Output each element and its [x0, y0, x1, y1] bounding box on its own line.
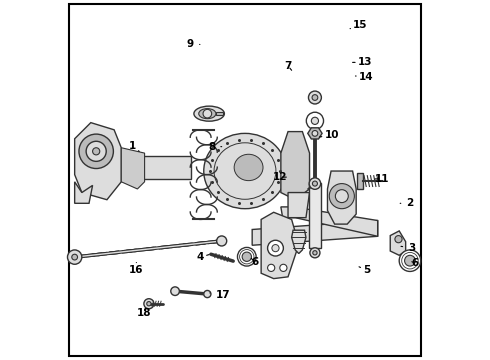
- Bar: [285, 158, 306, 176]
- Polygon shape: [122, 148, 145, 189]
- Circle shape: [68, 250, 82, 264]
- Circle shape: [335, 190, 348, 203]
- Circle shape: [313, 181, 318, 186]
- Polygon shape: [74, 123, 122, 200]
- Circle shape: [272, 244, 279, 252]
- Polygon shape: [292, 230, 306, 253]
- Circle shape: [313, 251, 317, 255]
- Text: 15: 15: [350, 20, 368, 30]
- Circle shape: [93, 148, 100, 155]
- Text: 2: 2: [400, 198, 414, 208]
- Circle shape: [79, 134, 113, 168]
- Circle shape: [268, 240, 283, 256]
- Polygon shape: [390, 231, 406, 255]
- Ellipse shape: [234, 154, 263, 181]
- Ellipse shape: [194, 106, 224, 121]
- Polygon shape: [281, 132, 310, 200]
- Circle shape: [395, 235, 402, 243]
- Ellipse shape: [199, 109, 216, 119]
- Bar: [216, 112, 223, 116]
- Polygon shape: [281, 207, 378, 236]
- Circle shape: [203, 109, 212, 118]
- Text: 5: 5: [359, 265, 370, 275]
- Circle shape: [312, 95, 318, 100]
- Polygon shape: [74, 182, 93, 203]
- Bar: [357, 173, 363, 189]
- Bar: [309, 183, 321, 248]
- Circle shape: [217, 236, 227, 246]
- Bar: [112, 156, 191, 179]
- Circle shape: [280, 264, 287, 271]
- Polygon shape: [327, 171, 356, 224]
- Polygon shape: [308, 128, 322, 139]
- Polygon shape: [288, 193, 310, 218]
- Circle shape: [147, 302, 151, 306]
- Text: 8: 8: [208, 141, 221, 152]
- Circle shape: [309, 178, 320, 189]
- Text: 9: 9: [187, 40, 200, 49]
- Text: 11: 11: [375, 174, 389, 184]
- Text: 10: 10: [319, 130, 339, 140]
- Text: 1: 1: [128, 141, 139, 151]
- Text: 3: 3: [401, 243, 416, 253]
- Circle shape: [238, 247, 256, 266]
- Circle shape: [171, 287, 179, 296]
- Circle shape: [312, 131, 318, 136]
- Circle shape: [242, 252, 251, 261]
- Circle shape: [399, 250, 421, 271]
- Circle shape: [86, 141, 106, 161]
- Circle shape: [268, 264, 275, 271]
- Text: 6: 6: [412, 258, 419, 268]
- Text: 18: 18: [137, 308, 151, 318]
- Text: 7: 7: [284, 61, 292, 71]
- Text: 13: 13: [353, 57, 372, 67]
- Polygon shape: [261, 212, 299, 279]
- Polygon shape: [252, 221, 378, 245]
- Circle shape: [72, 254, 77, 260]
- Ellipse shape: [204, 134, 286, 209]
- Text: 17: 17: [210, 291, 230, 301]
- Circle shape: [405, 255, 416, 266]
- Text: 12: 12: [272, 172, 287, 182]
- Circle shape: [311, 117, 318, 125]
- Text: 16: 16: [129, 262, 144, 275]
- Circle shape: [306, 112, 323, 130]
- Text: 4: 4: [196, 252, 209, 262]
- Circle shape: [204, 291, 211, 298]
- Circle shape: [310, 248, 320, 258]
- Text: 14: 14: [355, 72, 373, 82]
- Circle shape: [329, 184, 354, 209]
- Circle shape: [144, 299, 154, 309]
- Text: 6: 6: [251, 257, 258, 267]
- Circle shape: [309, 91, 321, 104]
